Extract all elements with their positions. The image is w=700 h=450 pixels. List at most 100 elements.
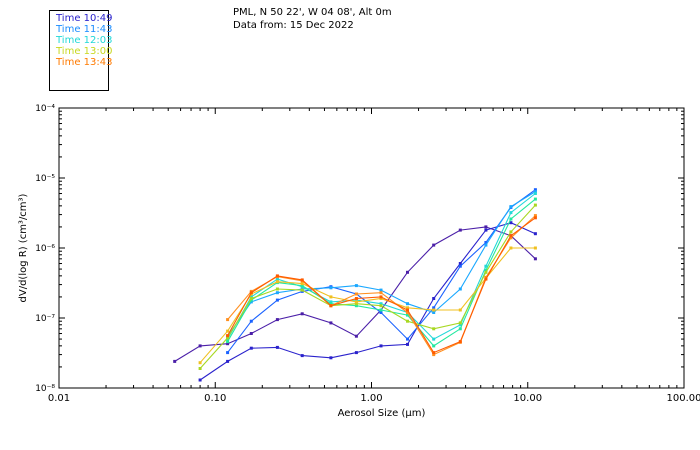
series-point [379,297,383,300]
series-point [300,288,304,292]
series-point [458,323,462,327]
series-point [379,344,383,348]
series-point [484,228,488,232]
series-point [275,318,279,322]
chart-header: PML, N 50 22', W 04 08', Alt 0m Data fro… [233,6,392,32]
series-point [198,378,202,382]
series-point [354,297,358,300]
series-point [226,359,230,363]
series-point [406,313,409,317]
series-point [249,297,253,300]
series-point [432,243,436,247]
series-point [249,346,253,350]
series-point [432,337,436,341]
series-point [406,270,409,274]
x-tick-label: 1.00 [360,393,382,404]
series-point [533,216,537,220]
series-point [379,311,383,314]
series-point [354,298,358,302]
series-point [226,342,230,346]
series-point [249,332,253,335]
series-point [379,302,383,306]
series-point [484,225,488,229]
series-point [275,298,279,302]
legend-entry-4: Time 13:00 [56,46,113,57]
series-point [329,302,333,306]
series-point [509,246,513,250]
series-point [329,304,333,308]
series-point [275,287,279,291]
series-point [249,298,253,302]
series-point [509,234,513,238]
series-point [533,203,537,207]
series-point [275,345,279,349]
series-point [354,300,358,304]
series-point [432,306,436,310]
y-tick-label: 10⁻⁸ [35,384,55,394]
x-tick-label: 0.01 [48,393,70,404]
series-point [249,300,253,304]
series-point [329,286,333,290]
x-tick-label: 10.00 [513,393,542,404]
series-point [329,300,333,304]
series-point [329,295,333,299]
series-point [300,282,304,286]
series-point [509,230,513,234]
series-point [533,188,537,192]
series-point [432,297,436,300]
series-point [432,353,436,357]
series-point [275,274,279,278]
series-point [226,351,230,355]
y-tick-label: 10⁻⁴ [35,104,55,114]
series-point [226,340,230,344]
plot-frame [58,107,685,389]
y-tick-label: 10⁻⁵ [35,174,55,184]
x-tick-label: 0.10 [204,393,226,404]
series-point [406,308,409,312]
series-point [354,292,358,296]
series-point [458,327,462,331]
x-axis-label: Aerosol Size (µm) [338,408,426,419]
series-point [458,308,462,312]
series-point [275,277,279,281]
series-line-2 [199,222,536,381]
series-point [458,340,462,344]
series-point [379,291,383,295]
legend-entry-2: Time 11:43 [56,24,113,35]
series-point [509,236,513,240]
series-point [509,217,513,221]
series-point [533,214,537,218]
series-point [329,321,333,325]
series-point [379,295,383,299]
series-point [354,284,358,288]
series-point [458,228,462,232]
series-point [300,354,304,358]
series-point [484,268,488,272]
series-point [406,302,409,306]
series-point [484,243,488,247]
series-point [249,319,253,323]
series-point [484,241,488,244]
series-point [275,280,279,284]
location-text: PML, N 50 22', W 04 08', Alt 0m [233,7,392,18]
y-tick-label: 10⁻⁷ [35,314,55,324]
series-point [432,327,436,331]
series-point [249,295,253,299]
series-point [354,334,358,338]
series-point [533,257,537,261]
series-point [275,291,279,295]
series-point [226,334,230,338]
series-point [406,319,409,323]
series-point [432,308,436,312]
series-point [432,344,436,348]
series-point [533,197,537,201]
series-point [379,288,383,292]
series-point [226,329,230,333]
series-line-7 [199,204,536,369]
legend-entry-3: Time 12:03 [56,35,113,46]
series-point [226,318,230,322]
series-point [198,344,202,348]
series-point [458,287,462,291]
series-point [533,190,537,194]
